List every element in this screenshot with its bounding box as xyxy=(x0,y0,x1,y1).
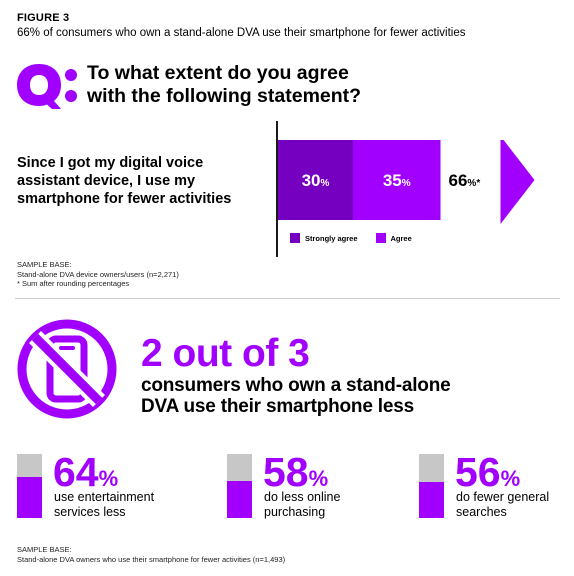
sample-base-heading: SAMPLE BASE: xyxy=(17,545,72,554)
stat-desc-line-2: searches xyxy=(456,505,507,519)
stat-pct-searches: % xyxy=(500,466,521,491)
bar-segment-agree xyxy=(353,140,441,220)
legend-swatch-agree xyxy=(375,233,386,243)
bar-segment-strongly-agree xyxy=(278,140,353,220)
highlight-description: consumers who own a stand-alone DVA use … xyxy=(141,375,451,417)
stat-desc-purchasing: do less online purchasing xyxy=(264,490,404,520)
stat-desc-searches: do fewer general searches xyxy=(456,490,574,520)
stat-desc-entertainment: use entertainment services less xyxy=(54,490,194,520)
stat-desc-line-2: services less xyxy=(54,505,126,519)
stat-desc-line-1: do less online xyxy=(264,490,341,504)
stat-pct-entertainment: % xyxy=(98,466,119,491)
sample-base-1: SAMPLE BASE: Stand-alone DVA device owne… xyxy=(17,260,179,289)
stat-bar-fill-purchasing xyxy=(227,480,252,518)
sample-base-text: Stand-alone DVA owners who use their sma… xyxy=(17,554,286,564)
stat-value-entertainment: 64% xyxy=(53,451,118,500)
stat-desc-line-1: do fewer general xyxy=(456,490,550,504)
chart-legend: Strongly agree Agree xyxy=(290,232,430,244)
chart-axis xyxy=(276,121,278,257)
highlight-stat: 2 out of 3 xyxy=(141,332,310,375)
stat-value-searches: 56% xyxy=(455,451,520,500)
question-text: To what extent do you agree with the fol… xyxy=(87,62,361,108)
highlight-line-2: DVA use their smartphone less xyxy=(141,396,414,417)
statement-label: Since I got my digital voice assistant d… xyxy=(17,155,232,207)
question-line-2: with the following statement? xyxy=(87,85,362,107)
highlight-line-1: consumers who own a stand-alone xyxy=(141,375,451,396)
stacked-bar-chart: 30% 35% 66%* xyxy=(278,140,535,224)
figure-subtitle: 66% of consumers who own a stand-alone D… xyxy=(17,27,466,39)
question-line-1: To what extent do you agree xyxy=(87,62,349,84)
stat-pct-purchasing: % xyxy=(308,466,329,491)
legend-label-strongly-agree: Strongly agree xyxy=(305,233,358,243)
rounding-note: * Sum after rounding percentages xyxy=(17,279,130,288)
stat-desc-line-1: use entertainment xyxy=(54,490,155,504)
stat-desc-line-2: purchasing xyxy=(264,505,326,519)
legend-item-strongly-agree: Strongly agree xyxy=(290,233,358,243)
legend-item-agree: Agree xyxy=(375,233,412,243)
q-icon xyxy=(17,64,77,109)
stat-number-entertainment: 64 xyxy=(53,449,99,495)
stat-bar-entertainment xyxy=(17,454,42,518)
no-phone-icon xyxy=(17,319,117,419)
stat-number-searches: 56 xyxy=(455,449,501,495)
section-divider xyxy=(15,298,560,299)
legend-swatch-strongly-agree xyxy=(290,233,300,243)
stat-bar-purchasing xyxy=(227,454,252,518)
total-label: 66%* xyxy=(449,171,481,190)
stat-number-purchasing: 58 xyxy=(263,449,309,495)
stat-value-purchasing: 58% xyxy=(263,451,328,500)
figure-label: FIGURE 3 xyxy=(17,12,70,24)
sample-base-text: Stand-alone DVA device owners/users (n=2… xyxy=(17,269,179,279)
legend-label-agree: Agree xyxy=(390,233,412,243)
sample-base-heading: SAMPLE BASE: xyxy=(17,260,72,269)
total-arrow-icon xyxy=(500,140,535,224)
sample-base-2: SAMPLE BASE: Stand-alone DVA owners who … xyxy=(17,545,285,564)
stat-bar-searches xyxy=(419,454,444,518)
stat-bar-fill-entertainment xyxy=(17,477,42,518)
stat-bar-fill-searches xyxy=(419,482,444,518)
